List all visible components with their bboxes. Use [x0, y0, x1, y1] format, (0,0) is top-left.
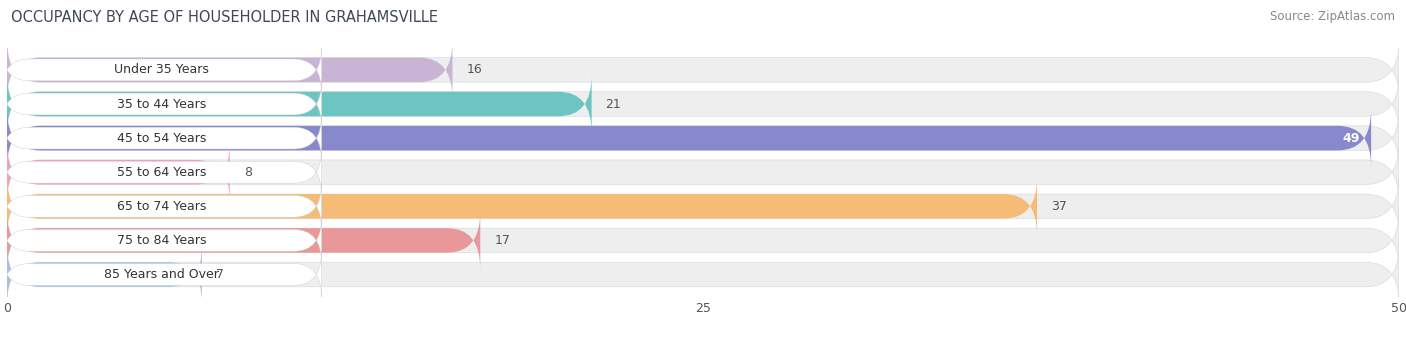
- FancyBboxPatch shape: [7, 109, 1371, 167]
- FancyBboxPatch shape: [7, 41, 1399, 99]
- FancyBboxPatch shape: [7, 178, 1399, 235]
- Text: 65 to 74 Years: 65 to 74 Years: [117, 200, 207, 213]
- Text: 8: 8: [243, 166, 252, 179]
- Text: 55 to 64 Years: 55 to 64 Years: [117, 166, 207, 179]
- FancyBboxPatch shape: [1, 149, 322, 195]
- FancyBboxPatch shape: [7, 212, 481, 269]
- Text: 45 to 54 Years: 45 to 54 Years: [117, 132, 207, 145]
- FancyBboxPatch shape: [7, 246, 202, 303]
- FancyBboxPatch shape: [7, 144, 1399, 201]
- Text: 16: 16: [467, 63, 482, 76]
- Text: Under 35 Years: Under 35 Years: [114, 63, 209, 76]
- FancyBboxPatch shape: [1, 47, 322, 93]
- Text: 75 to 84 Years: 75 to 84 Years: [117, 234, 207, 247]
- Text: 49: 49: [1343, 132, 1360, 145]
- FancyBboxPatch shape: [7, 246, 1399, 303]
- FancyBboxPatch shape: [1, 217, 322, 264]
- Text: 85 Years and Over: 85 Years and Over: [104, 268, 219, 281]
- FancyBboxPatch shape: [7, 109, 1399, 167]
- Text: 37: 37: [1052, 200, 1067, 213]
- Text: 7: 7: [217, 268, 224, 281]
- Text: OCCUPANCY BY AGE OF HOUSEHOLDER IN GRAHAMSVILLE: OCCUPANCY BY AGE OF HOUSEHOLDER IN GRAHA…: [11, 10, 439, 25]
- FancyBboxPatch shape: [7, 178, 1038, 235]
- Text: 35 to 44 Years: 35 to 44 Years: [117, 98, 207, 110]
- Text: 21: 21: [606, 98, 621, 110]
- Text: Source: ZipAtlas.com: Source: ZipAtlas.com: [1270, 10, 1395, 23]
- FancyBboxPatch shape: [1, 183, 322, 229]
- FancyBboxPatch shape: [7, 75, 1399, 133]
- FancyBboxPatch shape: [7, 212, 1399, 269]
- FancyBboxPatch shape: [1, 251, 322, 298]
- FancyBboxPatch shape: [7, 144, 229, 201]
- FancyBboxPatch shape: [1, 81, 322, 127]
- FancyBboxPatch shape: [7, 75, 592, 133]
- FancyBboxPatch shape: [1, 115, 322, 161]
- FancyBboxPatch shape: [7, 41, 453, 99]
- Text: 17: 17: [495, 234, 510, 247]
